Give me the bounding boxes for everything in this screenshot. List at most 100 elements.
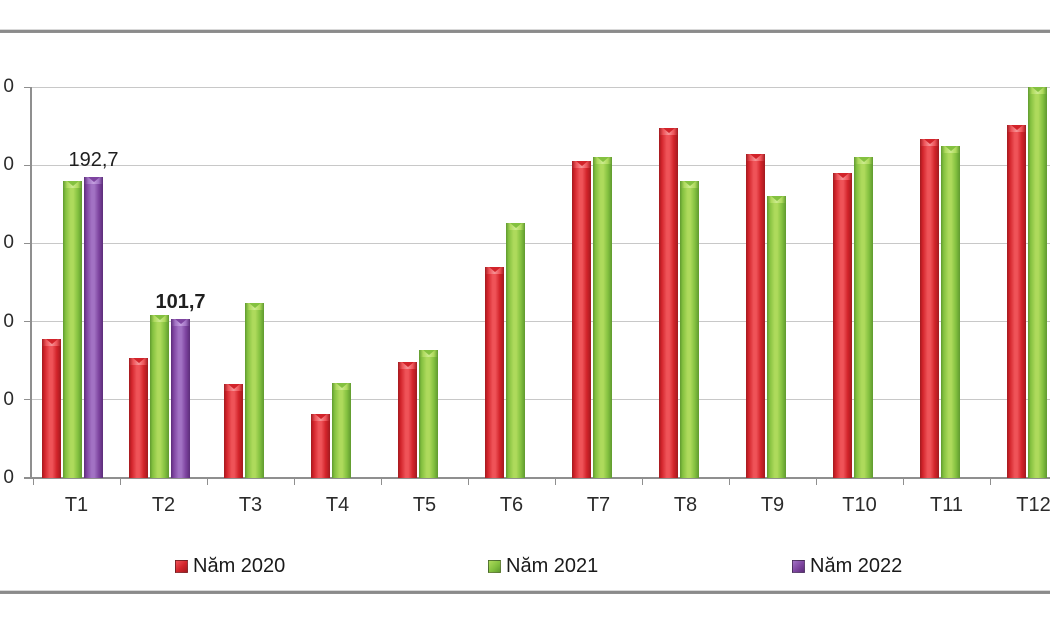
bar-cap-notch [314, 413, 327, 419]
bar-body [506, 223, 525, 478]
bar-body [224, 384, 243, 478]
y-axis-tick-label: 0 [3, 310, 14, 332]
y-axis-tick-label: 0 [3, 154, 14, 176]
bar-body [1028, 87, 1047, 478]
legend-swatch-icon [488, 559, 501, 573]
bar-năm2020-t8 [659, 127, 678, 478]
bar-cap-notch [683, 180, 696, 186]
gridline [31, 164, 1050, 166]
bar-năm2020-t5 [398, 362, 417, 478]
x-axis-tick [816, 478, 817, 485]
bar-body [84, 176, 103, 478]
gridline [31, 86, 1050, 88]
x-axis-label-t10: T10 [842, 494, 877, 516]
bar-cap-notch [66, 180, 79, 186]
x-axis-label-t11: T11 [930, 494, 963, 516]
x-axis-tick [294, 478, 295, 485]
x-axis-label-t9: T9 [760, 494, 785, 516]
bar-body [398, 362, 417, 478]
bar-năm2020-t1 [42, 338, 61, 478]
bar-cap-notch [87, 176, 100, 182]
x-axis-label-t7: T7 [586, 494, 611, 516]
legend-item-năm2020: Năm 2020 [175, 553, 285, 579]
bar-body [129, 357, 148, 478]
y-axis-tick-label: 0 [3, 467, 14, 488]
bar-cap-notch [749, 154, 762, 160]
x-axis-tick [990, 478, 991, 485]
bar-body [171, 318, 190, 478]
bar-năm2022-t1 [84, 176, 103, 478]
legend-item-năm2022: Năm 2022 [792, 553, 902, 579]
bar-cap-notch [857, 157, 870, 163]
bar-năm2021-t12 [1028, 87, 1047, 478]
y-axis-tick [24, 399, 31, 401]
bar-cap-notch [401, 362, 414, 368]
y-axis-tick [24, 321, 31, 323]
bar-năm2021-t9 [767, 196, 786, 478]
bar-năm2021-t2 [150, 315, 169, 478]
bar-cap-notch [770, 196, 783, 202]
bar-năm2020-t7 [572, 160, 591, 478]
bar-body [767, 196, 786, 478]
bar-cap-notch [422, 349, 435, 355]
x-axis-tick [33, 478, 34, 485]
bar-năm2021-t4 [332, 382, 351, 478]
bar-năm2021-t11 [941, 146, 960, 478]
bar-cap-notch [509, 223, 522, 229]
bar-body [63, 180, 82, 478]
x-axis-tick [120, 478, 121, 485]
gridline [31, 321, 1050, 323]
bar-cap-notch [248, 302, 261, 308]
data-label: 192,7 [68, 148, 119, 171]
y-axis-tick [24, 86, 31, 88]
x-axis-tick [903, 478, 904, 485]
bar-cap-notch [662, 127, 675, 133]
x-axis-tick [207, 478, 208, 485]
bar-body [593, 157, 612, 478]
bar-năm2021-t1 [63, 180, 82, 478]
bar-cap-notch [1031, 87, 1044, 92]
y-axis-tick-label: 0 [3, 232, 14, 254]
x-axis-label-t2: T2 [151, 494, 176, 516]
bar-cap-notch [596, 157, 609, 163]
bar-body [42, 338, 61, 478]
data-label: 101,7 [155, 290, 206, 313]
gridline [31, 399, 1050, 401]
bar-body [920, 138, 939, 478]
bar-năm2021-t6 [506, 223, 525, 478]
bar-cap-notch [836, 173, 849, 179]
bar-cap-notch [1010, 124, 1023, 130]
x-axis-tick [555, 478, 556, 485]
bar-năm2020-t6 [485, 266, 504, 478]
legend-label: Năm 2022 [810, 554, 903, 577]
bar-cap-notch [153, 315, 166, 321]
bar-năm2022-t2 [171, 318, 190, 478]
y-axis-tick [24, 164, 31, 166]
bar-body [854, 157, 873, 478]
bar-cap-notch [227, 384, 240, 390]
bar-body [572, 160, 591, 478]
legend-label: Năm 2020 [193, 554, 286, 577]
x-axis-tick [729, 478, 730, 485]
bar-cap-notch [944, 146, 957, 152]
bar-body [941, 146, 960, 478]
bar-cap-notch [132, 357, 145, 363]
bottom-horizontal-rule [0, 590, 1050, 594]
x-axis-line [24, 477, 1050, 479]
y-axis-tick [24, 242, 31, 244]
x-axis-label-t1: T1 [64, 494, 89, 516]
bar-năm2021-t5 [419, 349, 438, 478]
bar-năm2021-t10 [854, 157, 873, 478]
bar-năm2020-t10 [833, 173, 852, 478]
bar-năm2020-t2 [129, 357, 148, 478]
x-axis-label-t4: T4 [325, 494, 350, 516]
x-axis-tick [381, 478, 382, 485]
bar-body [1007, 124, 1026, 478]
bar-năm2021-t8 [680, 180, 699, 478]
bar-body [833, 173, 852, 478]
bar-body [332, 382, 351, 478]
top-horizontal-rule [0, 29, 1050, 33]
y-axis-tick-label: 0 [3, 388, 14, 410]
